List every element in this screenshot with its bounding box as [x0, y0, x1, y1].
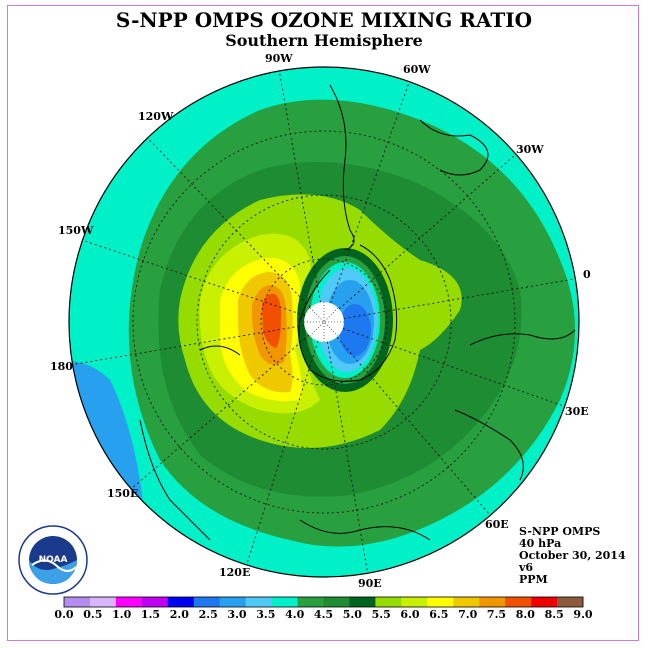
colorbar-tick-label: 3.5 — [256, 608, 276, 621]
lon-label-60e: 60E — [485, 518, 509, 531]
colorbar-tick-label: 0.0 — [54, 608, 74, 621]
colorbar-tick-label: 6.5 — [429, 608, 449, 621]
colorbar — [63, 596, 584, 608]
lon-label-90e: 90E — [358, 577, 382, 590]
lon-label-30w: 30W — [516, 143, 544, 156]
colorbar-segment — [219, 597, 246, 607]
colorbar-tick-label: 4.0 — [285, 608, 305, 621]
colorbar-border — [63, 596, 584, 608]
colorbar-tick-label: 0.5 — [83, 608, 103, 621]
lon-label-60w: 60W — [403, 63, 431, 76]
lon-label-30e: 30E — [565, 405, 589, 418]
colorbar-tick-label: 6.0 — [400, 608, 420, 621]
lon-label-90w: 90W — [265, 52, 293, 65]
info-date: October 30, 2014 — [519, 549, 626, 562]
pole-graticule — [304, 302, 344, 342]
info-units: PPM — [519, 573, 548, 586]
colorbar-tick-label: 7.0 — [458, 608, 478, 621]
colorbar-segment — [64, 597, 91, 607]
map-subtitle: Southern Hemisphere — [225, 31, 423, 50]
graticule — [69, 69, 579, 576]
colorbar-segment — [141, 597, 169, 607]
colorbar-tick-label: 9.0 — [573, 608, 593, 621]
colorbar-segment — [115, 597, 143, 607]
colorbar-segment — [167, 597, 195, 607]
lon-label-150w: 150W — [58, 224, 94, 237]
map-title: S-NPP OMPS OZONE MIXING RATIO — [115, 8, 533, 32]
colorbar-segment — [557, 597, 584, 607]
colorbar-tick-label: 1.0 — [112, 608, 132, 621]
colorbar-tick-label: 8.5 — [544, 608, 564, 621]
info-instrument: S-NPP OMPS — [519, 525, 601, 538]
colorbar-segment — [479, 597, 506, 607]
lon-label-180: 180 — [50, 360, 73, 373]
ozone-band-red-orange — [262, 293, 282, 348]
lon-label-120w: 120W — [138, 110, 174, 123]
colorbar-segment — [297, 597, 324, 607]
colorbar-segment — [349, 597, 376, 607]
figure-frame — [7, 5, 639, 641]
colorbar-tick-label: 2.5 — [198, 608, 218, 621]
noaa-logo-text: NOAA — [39, 555, 68, 565]
colorbar-tick-label: 1.5 — [140, 608, 161, 621]
info-version: v6 — [519, 561, 534, 574]
colorbar-tick-label: 7.5 — [486, 608, 507, 621]
colorbar-tick-label: 8.0 — [515, 608, 535, 621]
colorbar-segment — [271, 597, 298, 607]
colorbar-segment — [505, 597, 532, 607]
colorbar-tick-label: 2.0 — [169, 608, 189, 621]
colorbar-segment — [427, 597, 454, 607]
colorbar-segment — [193, 597, 220, 607]
map-border — [68, 66, 580, 578]
colorbar-segment — [375, 597, 402, 607]
colorbar-segment — [245, 597, 272, 607]
colorbar-segment — [531, 597, 558, 607]
ozone-hole-core — [339, 304, 371, 356]
colorbar-segment — [323, 597, 350, 607]
colorbar-segment — [89, 597, 117, 607]
colorbar-tick-label: 4.5 — [313, 608, 334, 621]
coastlines — [139, 84, 576, 541]
info-block: S-NPP OMPS 40 hPa October 30, 2014 v6 PP… — [519, 526, 626, 586]
lon-label-0: 0 — [583, 268, 591, 281]
lon-label-150e: 150E — [107, 487, 139, 500]
info-level: 40 hPa — [519, 537, 562, 550]
colorbar-tick-label: 3.0 — [227, 608, 247, 621]
colorbar-tick-label: 5.5 — [371, 608, 391, 621]
colorbar-segment — [453, 597, 480, 607]
colorbar-segment — [401, 597, 428, 607]
noaa-logo: NOAA — [18, 525, 88, 595]
colorbar-tick-label: 5.0 — [342, 608, 362, 621]
lon-label-120e: 120E — [219, 566, 251, 579]
